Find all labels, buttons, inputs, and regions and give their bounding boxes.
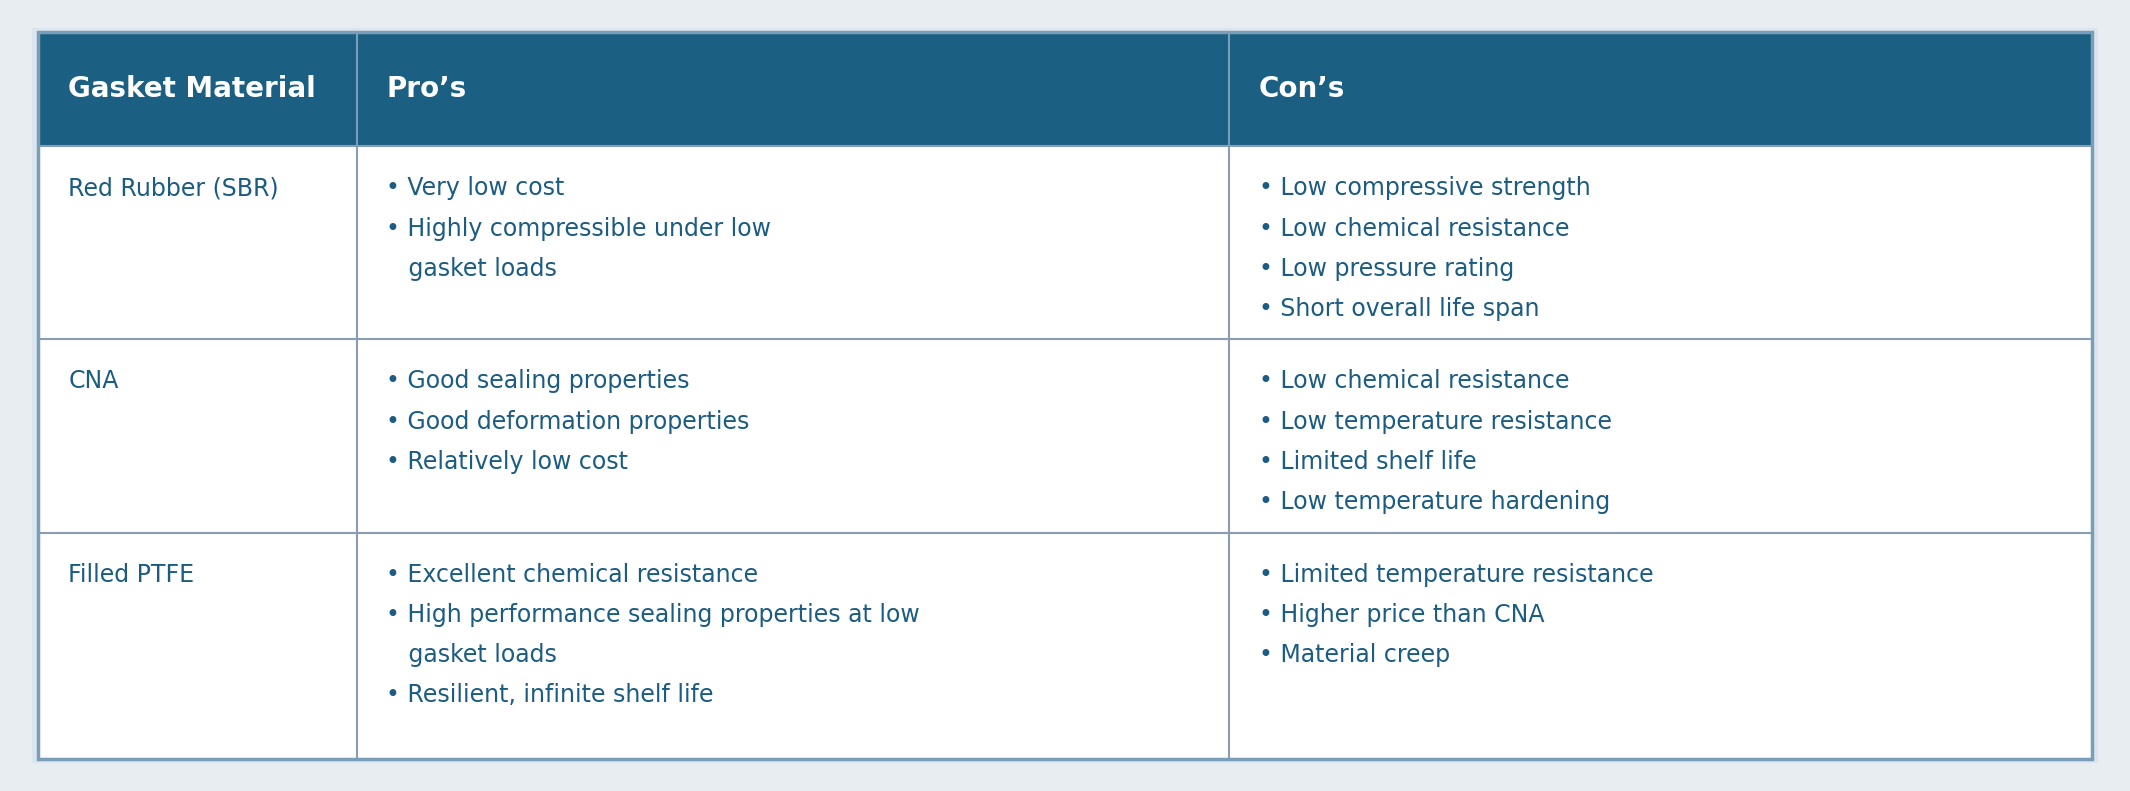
Text: Filled PTFE: Filled PTFE bbox=[68, 562, 194, 587]
Text: Pro’s: Pro’s bbox=[386, 75, 466, 103]
Text: Red Rubber (SBR): Red Rubber (SBR) bbox=[68, 176, 279, 200]
Text: CNA: CNA bbox=[68, 369, 119, 393]
Bar bbox=[38, 339, 2092, 532]
Text: Gasket Material: Gasket Material bbox=[68, 75, 315, 103]
Bar bbox=[38, 532, 2092, 759]
Bar bbox=[38, 32, 2092, 146]
Text: • Excellent chemical resistance
• High performance sealing properties at low
   : • Excellent chemical resistance • High p… bbox=[386, 562, 920, 707]
Text: • Limited temperature resistance
• Higher price than CNA
• Material creep: • Limited temperature resistance • Highe… bbox=[1259, 562, 1653, 667]
Text: • Very low cost
• Highly compressible under low
   gasket loads: • Very low cost • Highly compressible un… bbox=[386, 176, 771, 281]
Text: • Low compressive strength
• Low chemical resistance
• Low pressure rating
• Sho: • Low compressive strength • Low chemica… bbox=[1259, 176, 1591, 321]
Text: • Low chemical resistance
• Low temperature resistance
• Limited shelf life
• Lo: • Low chemical resistance • Low temperat… bbox=[1259, 369, 1612, 514]
Text: • Good sealing properties
• Good deformation properties
• Relatively low cost: • Good sealing properties • Good deforma… bbox=[386, 369, 750, 474]
Text: Con’s: Con’s bbox=[1259, 75, 1346, 103]
Bar bbox=[38, 146, 2092, 339]
